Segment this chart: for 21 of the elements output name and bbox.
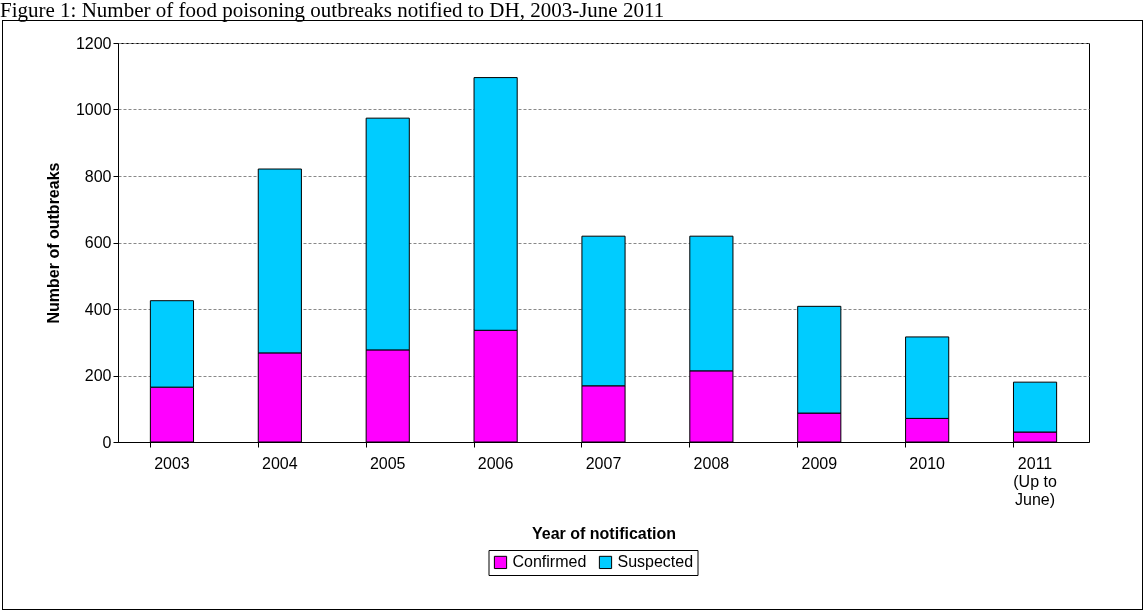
chart-title: Figure 1: Number of food poisoning outbreaks notified to DH, 2003-June 2011 — [0, 0, 665, 23]
y-tick-label: 200 — [84, 367, 112, 384]
y-tick-label: 0 — [102, 433, 112, 451]
x-axis-title: Year of notification — [531, 524, 677, 542]
x-tick-label: 2010 — [909, 454, 946, 472]
legend-label: Confirmed — [512, 553, 587, 571]
y-tick-label: 1000 — [75, 101, 112, 118]
x-tick-label: 2005 — [369, 454, 406, 472]
y-tick-label: 800 — [84, 167, 112, 185]
x-tick-label: 2003 — [154, 454, 190, 472]
y-tick-label: 1200 — [75, 34, 112, 52]
x-tick-label: 2006 — [477, 454, 514, 472]
x-tick-label: 2008 — [693, 454, 730, 472]
y-axis-title: Number of outbreaks — [44, 162, 62, 324]
legend-label: Suspected — [617, 553, 694, 571]
y-tick-label: 600 — [84, 234, 112, 251]
y-tick-label: 400 — [84, 300, 112, 318]
x-tick-label: 2009 — [801, 454, 838, 472]
x-tick-label: 2011 (Up to June) — [1013, 454, 1057, 508]
x-tick-label: 2007 — [585, 454, 622, 472]
x-tick-label: 2004 — [262, 454, 298, 472]
